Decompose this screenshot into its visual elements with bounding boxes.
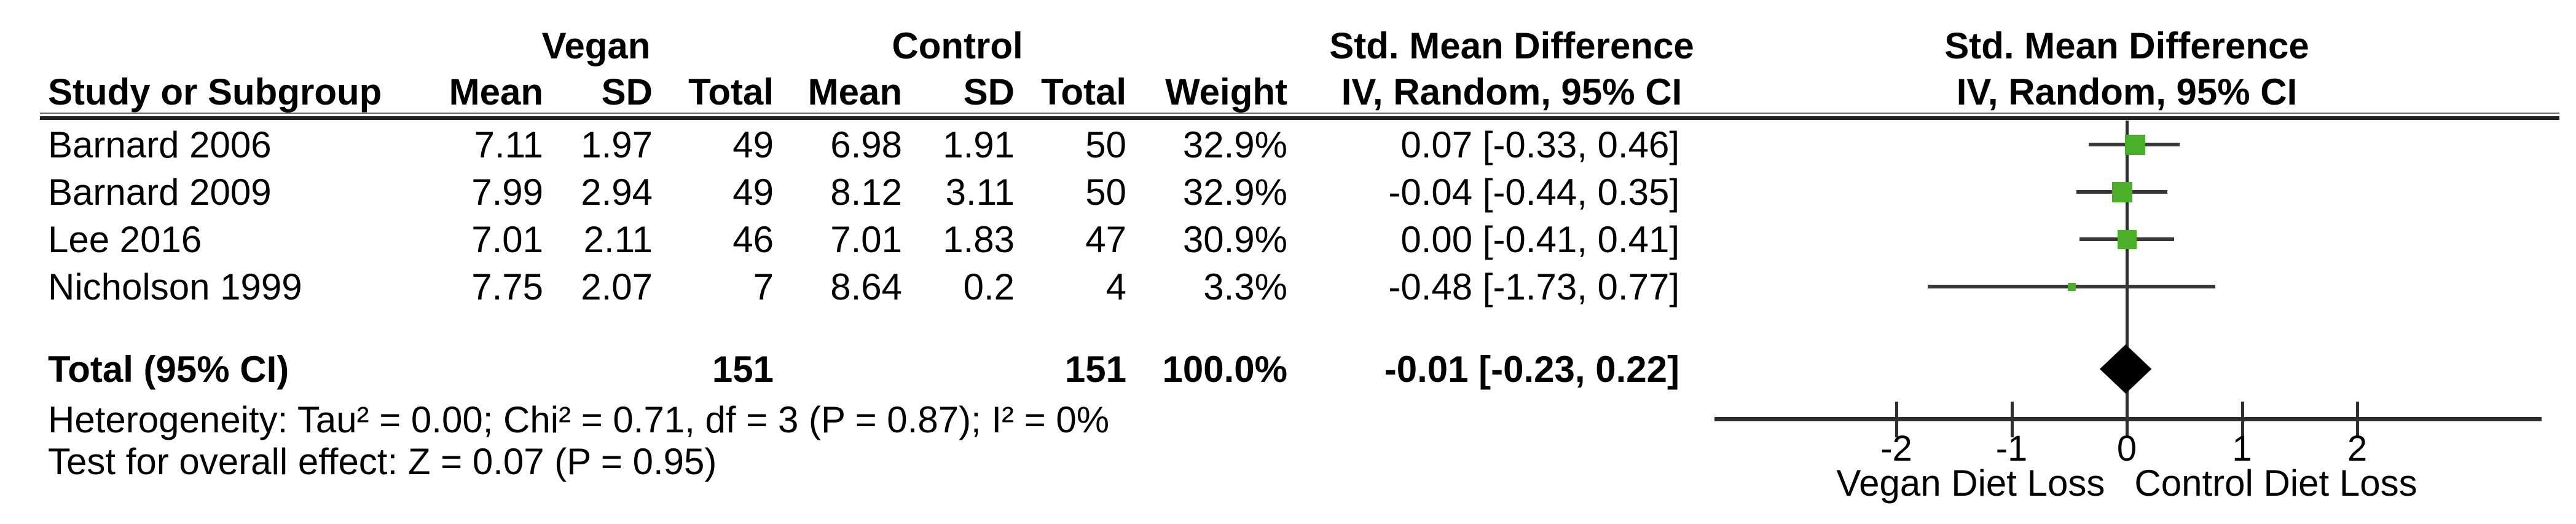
vegan-mean: 7.99	[471, 172, 543, 213]
vegan-sd: 1.97	[581, 124, 653, 165]
vegan-total: 49	[732, 124, 774, 165]
ci-text: -0.04 [-0.44, 0.35]	[1388, 172, 1679, 213]
study-weight-marker	[2124, 134, 2145, 155]
axis-tick-label: -2	[1880, 429, 1912, 469]
overall-effect-test: Test for overall effect: Z = 0.07 (P = 0…	[48, 441, 717, 482]
header-rule-thin	[40, 113, 2559, 114]
axis-tick	[2126, 402, 2129, 437]
plot-header-line2: IV, Random, 95% CI	[1956, 71, 2298, 113]
vegan-total: 7	[753, 266, 774, 308]
control-sd: 1.83	[943, 219, 1015, 260]
study-name: Barnard 2006	[48, 124, 272, 165]
total-label: Total (95% CI)	[48, 349, 289, 390]
header-rule-thick	[40, 116, 2559, 120]
column-header-control-sd: SD	[963, 71, 1015, 113]
vegan-sd: 2.94	[581, 172, 653, 213]
column-header-vegan-sd: SD	[601, 71, 653, 113]
control-sd: 3.11	[945, 172, 1015, 213]
axis-label-right: Control Diet Loss	[2134, 462, 2417, 504]
axis-tick-label: 0	[2116, 429, 2137, 469]
column-header-study: Study or Subgroup	[48, 71, 382, 113]
axis-tick-label: 2	[2347, 429, 2368, 469]
vegan-total: 46	[732, 219, 774, 260]
vegan-mean: 7.11	[474, 124, 543, 165]
axis-tick-label: 1	[2232, 429, 2252, 469]
control-mean: 7.01	[830, 219, 902, 260]
control-sd: 1.91	[943, 124, 1015, 165]
vegan-sd: 2.07	[581, 266, 653, 308]
control-mean: 8.64	[830, 266, 902, 308]
control-total: 50	[1085, 124, 1126, 165]
column-header-vegan-total: Total	[688, 71, 774, 113]
weight-value: 3.3%	[1203, 266, 1287, 308]
ci-text: 0.00 [-0.41, 0.41]	[1400, 219, 1679, 260]
vegan-mean: 7.01	[471, 219, 543, 260]
axis-tick	[1895, 402, 1898, 437]
axis-tick	[2240, 402, 2244, 437]
study-name: Lee 2016	[48, 219, 202, 260]
ci-text: 0.07 [-0.33, 0.46]	[1400, 124, 1679, 165]
zero-line	[2126, 121, 2129, 419]
column-header-weight: Weight	[1165, 71, 1287, 113]
column-header-vegan-mean: Mean	[449, 71, 543, 113]
study-weight-marker	[2117, 229, 2137, 249]
axis-tick	[2356, 402, 2359, 437]
weight-value: 32.9%	[1182, 124, 1287, 165]
control-sd: 0.2	[963, 266, 1015, 308]
heterogeneity-stats: Heterogeneity: Tau² = 0.00; Chi² = 0.71,…	[48, 399, 1110, 440]
control-total: 4	[1105, 266, 1126, 308]
vegan-mean: 7.75	[471, 266, 543, 308]
axis-tick	[2010, 402, 2014, 437]
group1-header: Vegan	[541, 25, 651, 66]
study-name: Nicholson 1999	[48, 266, 302, 308]
axis-tick-label: -1	[1995, 429, 2028, 469]
smd-column-header-line1: Std. Mean Difference	[1329, 25, 1694, 66]
column-header-control-total: Total	[1041, 71, 1126, 113]
total-vegan-total: 151	[712, 349, 774, 390]
control-mean: 6.98	[830, 124, 902, 165]
column-header-control-mean: Mean	[807, 71, 902, 113]
axis-label-left: Vegan Diet Loss	[1836, 462, 2105, 504]
weight-value: 30.9%	[1182, 219, 1287, 260]
axis-caption: Vegan Diet Loss Control Diet Loss	[1836, 464, 2417, 503]
total-weight: 100.0%	[1162, 349, 1288, 390]
plot-header-line1: Std. Mean Difference	[1944, 25, 2309, 66]
summary-diamond	[2099, 344, 2152, 394]
smd-column-header-line2: IV, Random, 95% CI	[1341, 71, 1683, 113]
group2-header: Control	[892, 25, 1023, 66]
total-ci-text: -0.01 [-0.23, 0.22]	[1384, 349, 1679, 390]
ci-text: -0.48 [-1.73, 0.77]	[1388, 266, 1679, 308]
study-weight-marker	[2112, 181, 2132, 202]
study-weight-marker	[2067, 282, 2076, 291]
study-name: Barnard 2009	[48, 172, 272, 213]
total-control-total: 151	[1064, 349, 1126, 390]
vegan-total: 49	[732, 172, 774, 213]
weight-value: 32.9%	[1182, 172, 1287, 213]
control-mean: 8.12	[830, 172, 902, 213]
control-total: 47	[1085, 219, 1126, 260]
vegan-sd: 2.11	[583, 219, 653, 260]
control-total: 50	[1085, 172, 1126, 213]
